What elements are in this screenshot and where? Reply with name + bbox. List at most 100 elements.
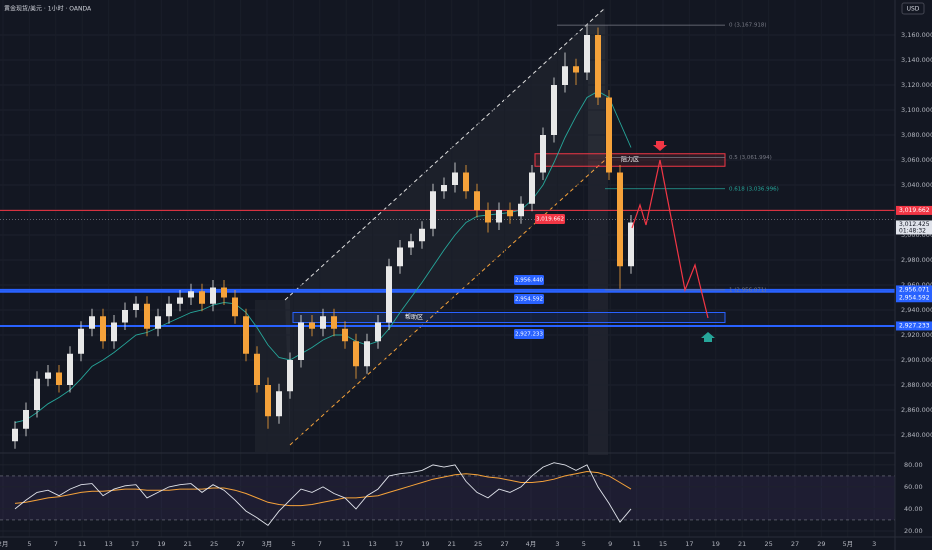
candle-body bbox=[232, 297, 238, 317]
y-tick-label: 2,940.000 bbox=[901, 306, 932, 314]
candle-body bbox=[23, 410, 29, 429]
candle-body bbox=[133, 303, 139, 310]
candle-body bbox=[67, 353, 73, 385]
symbol-title: 黄金现货/美元 · 1小时 · OANDA bbox=[4, 5, 92, 13]
x-tick-label: 19 bbox=[157, 540, 165, 548]
ma-line bbox=[14, 90, 632, 423]
x-tick-label: 19 bbox=[712, 540, 720, 548]
candle-body bbox=[265, 385, 271, 417]
candle-body bbox=[595, 35, 601, 98]
y-tick-label: 2,920.000 bbox=[901, 331, 932, 339]
candle-body bbox=[364, 341, 370, 367]
x-tick-label: 5 bbox=[582, 540, 586, 548]
x-tick-label: 11 bbox=[78, 540, 86, 548]
x-tick-label: 25 bbox=[210, 540, 218, 548]
shade bbox=[255, 300, 290, 452]
x-tick-label: 3月 bbox=[262, 540, 273, 548]
rsi-tick-label: 20.00 bbox=[904, 527, 923, 535]
candle-body bbox=[452, 172, 458, 185]
down-arrow bbox=[653, 141, 667, 151]
x-tick-label: 27 bbox=[500, 540, 508, 548]
x-tick-label: 25 bbox=[474, 540, 482, 548]
x-tick-label: 21 bbox=[184, 540, 192, 548]
candle-body bbox=[441, 185, 447, 192]
candle-body bbox=[375, 322, 381, 342]
rsi-band bbox=[0, 475, 895, 520]
channel-upper bbox=[284, 7, 606, 301]
level-axis-label: 2,954.592 bbox=[899, 294, 930, 301]
countdown: 01:48:32 bbox=[899, 227, 926, 234]
rsi-tick-label: 40.00 bbox=[904, 505, 923, 513]
candle-body bbox=[309, 322, 315, 329]
x-tick-label: 13 bbox=[104, 540, 112, 548]
candle-body bbox=[474, 191, 480, 210]
y-tick-label: 3,080.000 bbox=[901, 131, 932, 139]
candle-body bbox=[122, 310, 128, 323]
fib-label: 0 (3,167.918) bbox=[729, 23, 767, 29]
candle-body bbox=[100, 316, 106, 342]
candle-body bbox=[287, 360, 293, 392]
fib-label: 1 (2,956.071) bbox=[729, 287, 767, 293]
x-tick-label: 17 bbox=[395, 540, 403, 548]
candle-body bbox=[529, 172, 535, 204]
callout-box bbox=[514, 294, 544, 304]
candle-body bbox=[353, 341, 359, 367]
y-tick-label: 2,980.000 bbox=[901, 256, 932, 264]
candle-body bbox=[584, 35, 590, 73]
candle-body bbox=[254, 353, 260, 385]
candle-body bbox=[45, 372, 51, 379]
x-tick-label: 29 bbox=[817, 540, 825, 548]
fib-label: 0.5 (3,061.994) bbox=[729, 155, 772, 161]
x-tick-label: 21 bbox=[738, 540, 746, 548]
callout-box bbox=[514, 329, 544, 339]
zone-label: 帮助区 bbox=[405, 313, 423, 321]
y-tick-label: 3,140.000 bbox=[901, 56, 932, 64]
last-price-label: 3,012.425 bbox=[899, 221, 930, 228]
x-tick-label: 7 bbox=[54, 540, 58, 548]
candle-body bbox=[562, 66, 568, 85]
level-axis-box bbox=[896, 205, 932, 215]
x-tick-label: 5 bbox=[291, 540, 295, 548]
candle-body bbox=[199, 291, 205, 304]
x-tick-label: 7 bbox=[318, 540, 322, 548]
x-tick-label: 3 bbox=[872, 540, 876, 548]
y-tick-label: 2,880.000 bbox=[901, 381, 932, 389]
channel-fill bbox=[285, 8, 605, 445]
y-tick-label: 2,900.000 bbox=[901, 356, 932, 364]
candle-body bbox=[463, 172, 469, 192]
candle-body bbox=[243, 316, 249, 354]
candle-body bbox=[496, 210, 502, 223]
candle-body bbox=[188, 291, 194, 298]
x-tick-label: 21 bbox=[448, 540, 456, 548]
rsi-line bbox=[14, 462, 632, 527]
x-tick-label: 5月 bbox=[842, 540, 853, 548]
candle-body bbox=[551, 85, 557, 135]
y-tick-label: 3,060.000 bbox=[901, 156, 932, 164]
candle-body bbox=[166, 303, 172, 317]
candle-body bbox=[507, 210, 513, 217]
up-arrow bbox=[701, 332, 715, 342]
candle-body bbox=[408, 241, 414, 248]
candle-body bbox=[419, 228, 425, 242]
channel-lower bbox=[289, 159, 606, 446]
candle-body bbox=[485, 210, 491, 223]
callout-label: 2,954.592 bbox=[515, 297, 543, 303]
x-tick-label: 4月 bbox=[526, 540, 537, 548]
candle-body bbox=[155, 316, 161, 329]
callout-label: 3,019.662 bbox=[536, 217, 564, 223]
candle-body bbox=[89, 316, 95, 329]
candle-body bbox=[221, 287, 227, 298]
zone-label: 阻力区 bbox=[621, 156, 639, 164]
candle-body bbox=[617, 172, 623, 267]
candle-body bbox=[56, 372, 62, 385]
zone bbox=[534, 153, 726, 167]
callout-label: 2,927.233 bbox=[515, 332, 543, 338]
candle-body bbox=[628, 222, 634, 267]
candle-body bbox=[12, 428, 18, 442]
candle-body bbox=[397, 247, 403, 267]
projection-path bbox=[631, 159, 709, 319]
x-tick-label: 11 bbox=[342, 540, 350, 548]
candle-body bbox=[342, 328, 348, 342]
